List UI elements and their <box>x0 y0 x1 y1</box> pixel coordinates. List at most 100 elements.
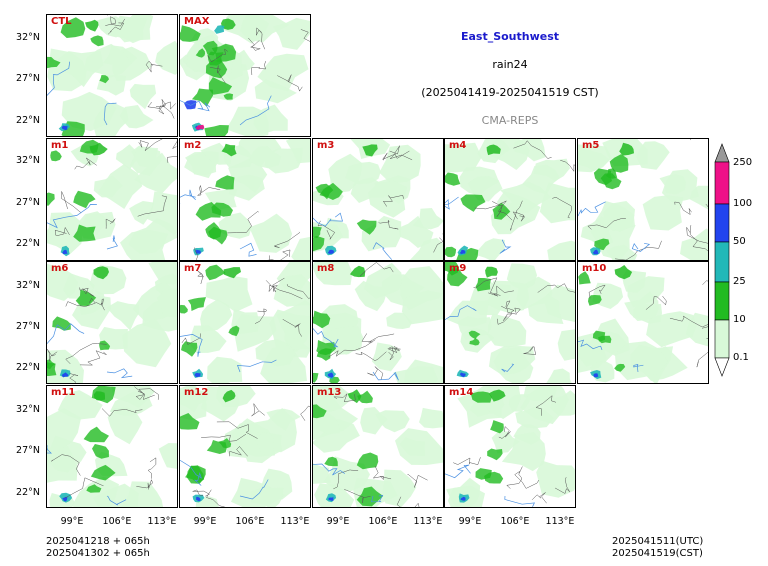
panel-label: m7 <box>184 263 202 274</box>
light-rain-area <box>457 316 492 341</box>
moderate-rain-area <box>313 404 327 419</box>
light-rain-area <box>514 139 546 162</box>
light-rain-area <box>345 161 381 185</box>
heavy-rain-core <box>327 372 334 378</box>
province-border <box>207 48 228 63</box>
panel-label: m1 <box>51 140 69 151</box>
map-panel-m10: m10 <box>577 261 709 384</box>
light-rain-area <box>642 195 684 231</box>
moderate-rain-area <box>609 154 629 173</box>
province-border <box>387 346 400 354</box>
river <box>499 239 512 254</box>
province-border <box>488 285 514 297</box>
panel-label: m2 <box>184 140 202 151</box>
light-rain-area <box>646 311 697 348</box>
region-title: East_Southwest <box>460 30 560 43</box>
province-border <box>65 297 96 307</box>
province-border <box>669 315 708 328</box>
province-border <box>407 473 428 488</box>
variable-title: rain24 <box>492 58 528 71</box>
light-rain-area <box>313 262 353 286</box>
moderate-rain-area <box>469 338 480 346</box>
river <box>47 323 85 344</box>
province-border <box>537 283 575 293</box>
rainfall-map <box>47 139 177 260</box>
light-rain-area <box>536 460 575 498</box>
map-panel-ctl: CTL <box>46 14 178 137</box>
moderate-rain-area <box>357 390 373 404</box>
province-border <box>51 454 81 476</box>
province-border <box>192 489 210 497</box>
province-border <box>101 408 143 417</box>
moderate-rain-area <box>319 182 343 200</box>
province-border <box>145 60 163 73</box>
heavy-rain-core <box>460 496 466 501</box>
rainfall-map <box>47 262 177 383</box>
light-rain-area <box>47 446 78 483</box>
light-rain-area <box>93 102 129 136</box>
light-rain-area <box>180 386 207 421</box>
province-border <box>498 425 511 439</box>
panel-label: m13 <box>317 387 342 398</box>
moderate-rain-area <box>195 48 206 58</box>
light-rain-area <box>205 276 253 313</box>
lat-label: 27°N <box>16 321 40 332</box>
light-rain-area <box>129 201 155 225</box>
province-border <box>251 403 265 417</box>
light-rain-area <box>557 329 575 361</box>
map-panel-m6: m6 <box>46 261 178 384</box>
province-border <box>328 339 376 358</box>
lon-label: 106°E <box>500 516 530 527</box>
light-rain-area <box>200 299 233 332</box>
light-rain-area <box>474 238 505 260</box>
province-border <box>286 284 310 300</box>
panel-label: m12 <box>184 387 209 398</box>
province-border <box>69 373 79 383</box>
river <box>180 334 203 357</box>
light-rain-area <box>106 301 139 331</box>
moderate-rain-area <box>180 413 200 430</box>
light-rain-area <box>491 431 520 454</box>
colorbar-bin-lightgreen <box>714 319 730 359</box>
province-border <box>332 393 356 403</box>
rainfall-map <box>180 262 310 383</box>
light-rain-area <box>146 191 177 235</box>
province-border <box>388 346 401 361</box>
lon-label: 106°E <box>368 516 398 527</box>
province-border <box>433 233 443 253</box>
province-border <box>513 140 552 159</box>
panel-label: m10 <box>582 263 607 274</box>
moderate-rain-area <box>85 19 99 32</box>
period-title: (2025041419-2025041519 CST) <box>421 86 599 99</box>
province-border <box>134 386 159 400</box>
heavy-rain-core <box>184 100 197 110</box>
lat-label: 27°N <box>16 197 40 208</box>
province-border <box>496 313 513 325</box>
light-rain-area <box>364 262 402 299</box>
light-rain-area <box>606 244 638 260</box>
province-border <box>344 489 371 504</box>
moderate-rain-area <box>324 456 338 467</box>
river <box>372 371 399 381</box>
province-border <box>47 349 58 362</box>
moderate-rain-area <box>60 17 86 38</box>
moderate-rain-area <box>313 235 325 252</box>
moderate-rain-area <box>456 247 479 260</box>
moderate-rain-area <box>488 389 506 402</box>
map-panel-m14: m14 <box>444 385 576 508</box>
moderate-rain-area <box>316 348 333 361</box>
river <box>180 189 196 204</box>
lat-label: 32°N <box>16 280 40 291</box>
lat-label: 32°N <box>16 404 40 415</box>
province-border <box>54 226 70 236</box>
province-border <box>300 405 310 421</box>
map-panel-m12: m12 <box>179 385 311 508</box>
heavy-rain-core <box>61 372 69 378</box>
province-border <box>473 277 501 296</box>
province-border <box>396 496 420 507</box>
moderate-rain-area <box>211 202 233 217</box>
lat-label: 32°N <box>16 32 40 43</box>
init-time-2: 2025041302 + 065h <box>46 548 150 559</box>
province-border <box>333 469 359 490</box>
light-rain-area <box>47 408 82 453</box>
